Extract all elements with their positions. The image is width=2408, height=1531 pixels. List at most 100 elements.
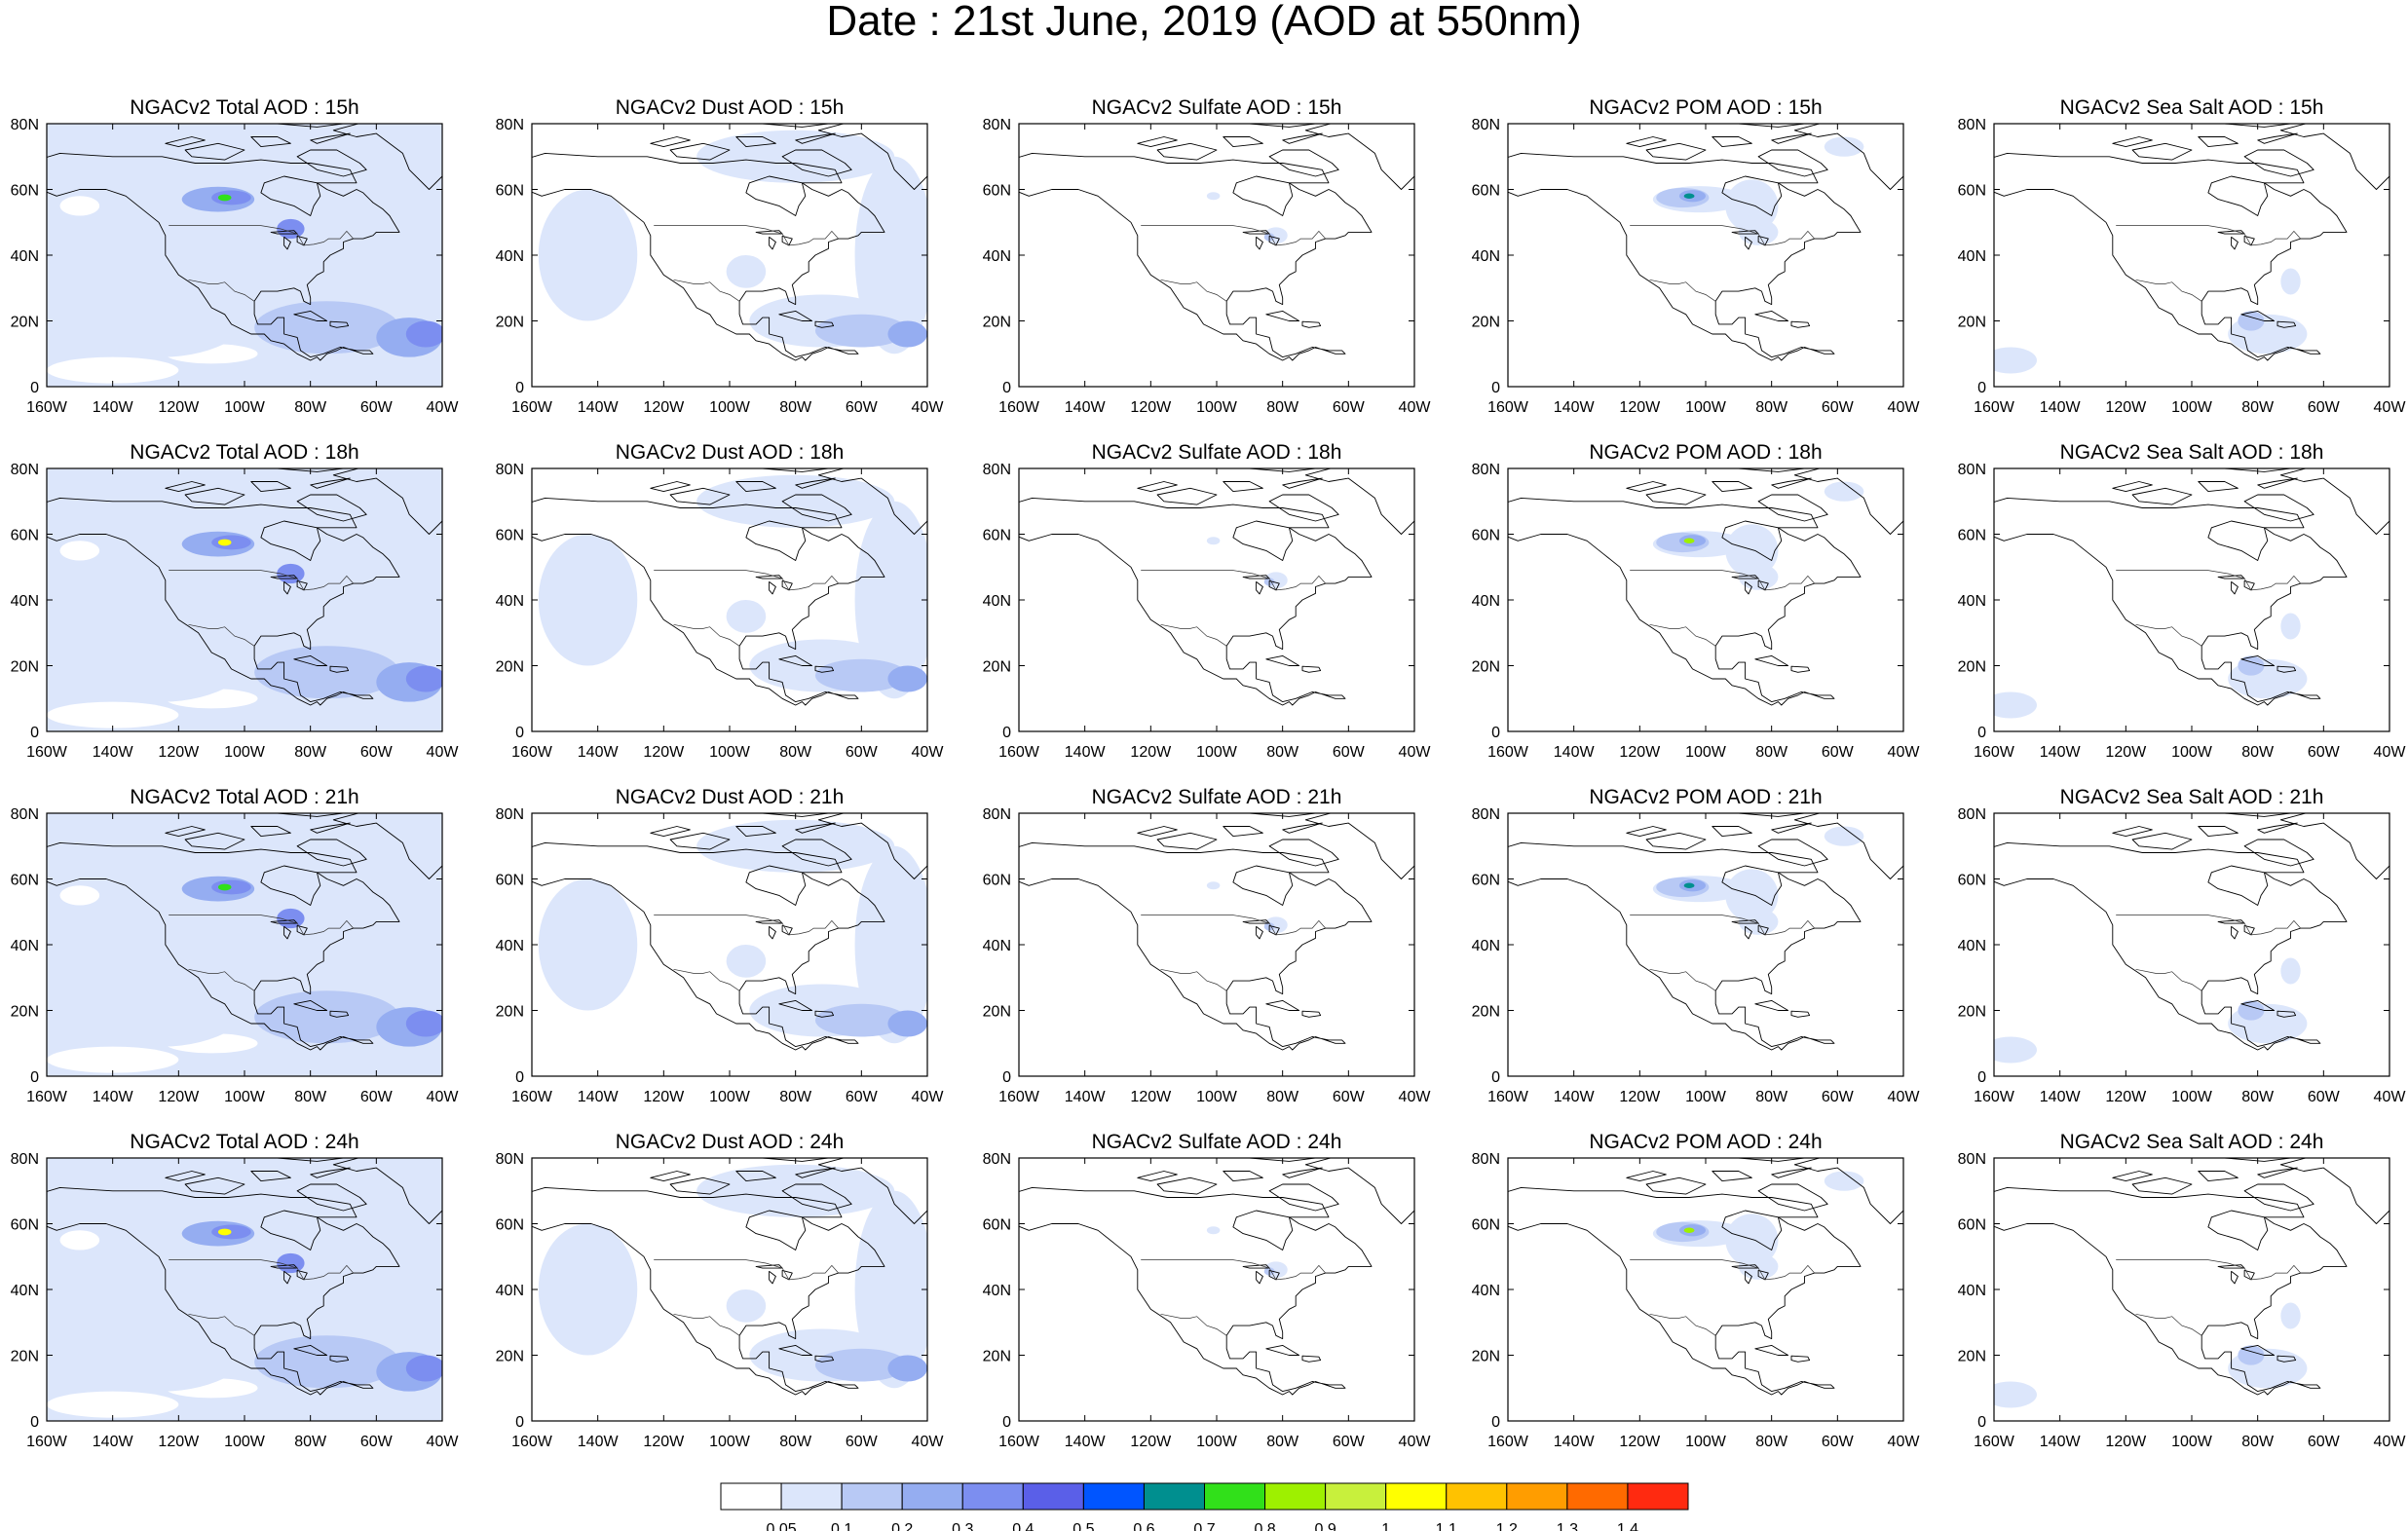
lon-tick-label: 80W (294, 399, 327, 416)
panel-title: NGACv2 POM AOD : 21h (1589, 786, 1822, 808)
lat-tick-label: 40N (496, 938, 524, 954)
coastline (532, 497, 885, 706)
aod-field (532, 124, 927, 361)
lon-tick-label: 80W (1755, 744, 1788, 761)
aod-field (1994, 468, 2389, 719)
lon-tick-label: 140W (93, 399, 134, 416)
aod-field (1019, 124, 1414, 361)
lon-tick-label: 140W (2040, 1434, 2082, 1450)
colorbar-box (841, 1482, 903, 1511)
lon-tick-label: 100W (224, 1434, 266, 1450)
lat-tick-label: 40N (1472, 248, 1500, 265)
coastline (1994, 841, 2348, 1051)
lat-tick-label: 80N (1472, 806, 1500, 823)
lon-tick-label: 80W (1266, 1089, 1299, 1105)
lon-tick-label: 140W (93, 744, 134, 761)
lon-tick-label: 100W (2171, 744, 2213, 761)
panel-title: NGACv2 Sea Salt AOD : 18h (2060, 441, 2324, 464)
lon-tick-label: 140W (1554, 1089, 1596, 1105)
lat-tick-label: 80N (11, 117, 39, 133)
colorbar-label: 0.5 (1072, 1521, 1094, 1531)
panel-title: NGACv2 Total AOD : 24h (130, 1131, 358, 1153)
lon-tick-label: 160W (1487, 399, 1529, 416)
lon-tick-label: 60W (1333, 399, 1366, 416)
political-border (654, 1259, 839, 1281)
lat-tick-label: 60N (1472, 873, 1500, 889)
lon-tick-label: 120W (643, 399, 685, 416)
coastline (47, 152, 400, 361)
lat-tick-label: 60N (496, 528, 524, 544)
colorbar-box (1204, 1482, 1266, 1511)
lon-tick-label: 140W (1065, 744, 1107, 761)
lat-tick-label: 40N (1958, 938, 1986, 954)
coastline (1508, 497, 1862, 706)
lon-tick-label: 60W (1822, 1434, 1855, 1450)
political-border (654, 915, 839, 936)
map-panel: NGACv2 POM AOD : 18h 160W 140W 120W 100W 80W 6… (1472, 441, 1921, 761)
political-border (169, 570, 354, 591)
lon-tick-label: 60W (2308, 1434, 2341, 1450)
lon-tick-label: 140W (93, 1434, 134, 1450)
lon-tick-label: 60W (2308, 1089, 2341, 1105)
lat-tick-label: 40N (496, 1283, 524, 1299)
lon-tick-label: 80W (294, 744, 327, 761)
lat-tick-label: 0 (1977, 725, 1986, 741)
lat-tick-label: 0 (1491, 1069, 1500, 1086)
lon-tick-label: 120W (2105, 1089, 2147, 1105)
lat-tick-label: 20N (496, 1004, 524, 1021)
lat-tick-label: 60N (1958, 183, 1986, 200)
lat-tick-label: 0 (1977, 380, 1986, 396)
lon-tick-label: 80W (1266, 744, 1299, 761)
lat-tick-label: 60N (496, 873, 524, 889)
lat-tick-label: 40N (1472, 938, 1500, 954)
lon-tick-label: 160W (1974, 1089, 2015, 1105)
lon-tick-label: 40W (912, 1089, 945, 1105)
lon-tick-label: 140W (1065, 1089, 1107, 1105)
lat-tick-label: 40N (11, 1283, 39, 1299)
lon-tick-label: 140W (578, 1089, 620, 1105)
lon-tick-label: 60W (360, 399, 394, 416)
map-panel: NGACv2 POM AOD : 21h 160W 140W 120W 100W 80W 6… (1472, 786, 1921, 1105)
political-border (2116, 915, 2301, 936)
lon-tick-label: 80W (2241, 1089, 2275, 1105)
map-panel: NGACv2 Sulfate AOD : 18h 160W 140W 120W 100W… (983, 441, 1432, 761)
lat-tick-label: 20N (983, 1349, 1011, 1365)
lon-tick-label: 140W (1065, 1434, 1107, 1450)
lat-tick-label: 20N (11, 659, 39, 676)
lon-tick-label: 160W (1487, 1434, 1529, 1450)
political-border (1630, 1259, 1815, 1281)
lat-tick-label: 40N (983, 248, 1011, 265)
lon-tick-label: 120W (158, 399, 200, 416)
panel-title: NGACv2 Dust AOD : 21h (616, 786, 845, 808)
lon-tick-label: 120W (643, 744, 685, 761)
panel-title: NGACv2 Sulfate AOD : 21h (1092, 786, 1342, 808)
lon-tick-label: 100W (1196, 1089, 1238, 1105)
lon-tick-label: 100W (709, 1089, 751, 1105)
panel-title: NGACv2 Total AOD : 15h (130, 96, 358, 119)
political-border (2116, 225, 2301, 246)
colorbar-label: 1.3 (1557, 1521, 1578, 1531)
lat-tick-label: 80N (496, 117, 524, 133)
aod-field (47, 1158, 442, 1421)
lat-tick-label: 80N (1958, 117, 1986, 133)
lon-tick-label: 40W (427, 1434, 460, 1450)
lat-tick-label: 0 (1002, 380, 1011, 396)
colorbar-box (1446, 1482, 1508, 1511)
lon-tick-label: 100W (1685, 744, 1727, 761)
lat-tick-label: 60N (1958, 528, 1986, 544)
colorbar-box (1022, 1482, 1084, 1511)
aod-field (1508, 1158, 1903, 1396)
coastline (1994, 1186, 2348, 1396)
lon-tick-label: 60W (1333, 1089, 1366, 1105)
lon-tick-label: 60W (2308, 744, 2341, 761)
colorbar-box (1506, 1482, 1568, 1511)
lon-tick-label: 60W (360, 1089, 394, 1105)
lat-tick-label: 20N (1958, 1004, 1986, 1021)
lon-tick-label: 120W (158, 1434, 200, 1450)
political-border (2116, 1259, 2301, 1281)
lon-tick-label: 160W (26, 1089, 68, 1105)
colorbar-box (1082, 1482, 1145, 1511)
political-border (169, 1259, 354, 1281)
lon-tick-label: 120W (2105, 1434, 2147, 1450)
